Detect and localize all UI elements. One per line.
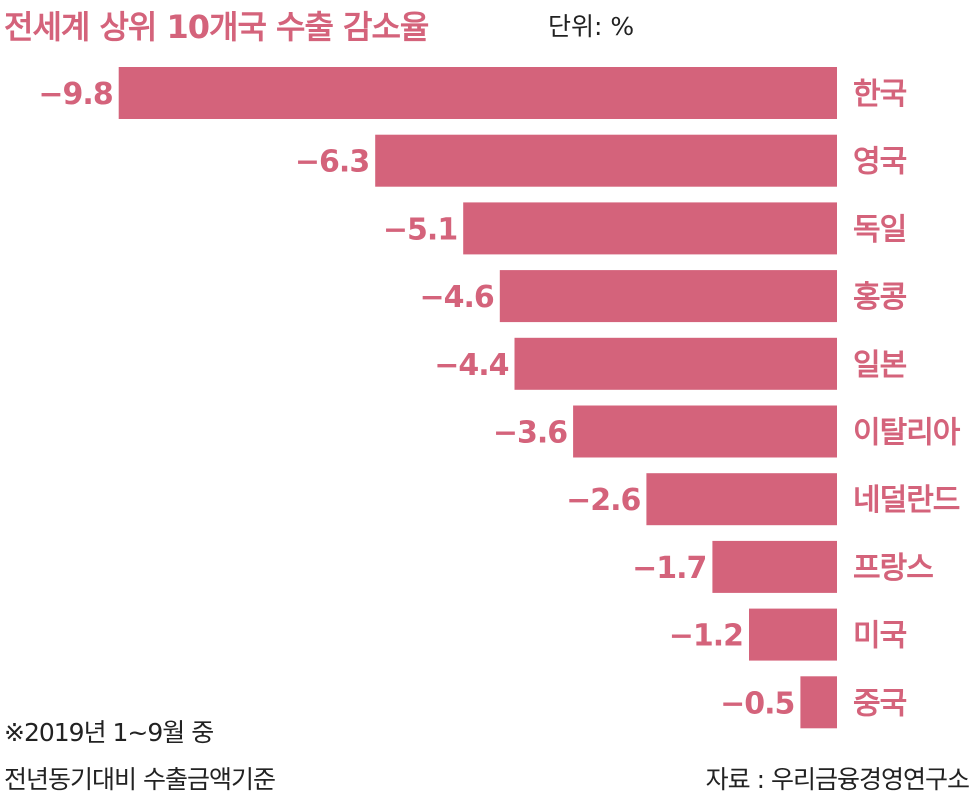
bar-7: [712, 540, 837, 593]
value-label-7: −1.7: [632, 551, 706, 586]
category-label-4: 일본: [853, 348, 907, 383]
value-label-2: −5.1: [383, 212, 457, 247]
category-label-6: 네덜란드: [853, 483, 960, 518]
bar-9: [800, 676, 837, 729]
value-label-9: −0.5: [720, 686, 794, 721]
category-label-1: 영국: [853, 145, 907, 180]
bar-0: [118, 67, 837, 119]
bar-6: [646, 473, 837, 526]
bar-2: [463, 202, 837, 255]
bar-8: [749, 608, 837, 661]
value-label-6: −2.6: [566, 483, 640, 518]
period-note: ※2019년 1~9월 중: [4, 718, 214, 747]
category-label-2: 독일: [853, 212, 906, 247]
value-label-0: −9.8: [38, 77, 112, 112]
category-label-0: 한국: [853, 77, 907, 112]
bar-4: [514, 337, 837, 390]
value-label-4: −4.4: [434, 348, 508, 383]
chart-title: 전세계 상위 10개국 수출 감소율: [4, 8, 429, 46]
value-label-3: −4.6: [420, 280, 494, 315]
category-label-3: 홍콩: [853, 280, 907, 315]
bar-5: [573, 405, 837, 458]
source-note: 자료 : 우리금융경영연구소: [705, 765, 970, 794]
bar-1: [375, 134, 837, 187]
basis-note: 전년동기대비 수출금액기준: [4, 765, 276, 794]
unit-label: 단위: %: [548, 12, 635, 41]
category-label-5: 이탈리아: [853, 416, 961, 451]
value-label-5: −3.6: [493, 416, 567, 451]
category-label-7: 프랑스: [853, 551, 933, 586]
value-label-8: −1.2: [669, 619, 743, 654]
category-label-9: 중국: [853, 686, 907, 721]
value-label-1: −6.3: [295, 145, 369, 180]
category-label-8: 미국: [853, 619, 907, 654]
bar-3: [499, 270, 837, 323]
